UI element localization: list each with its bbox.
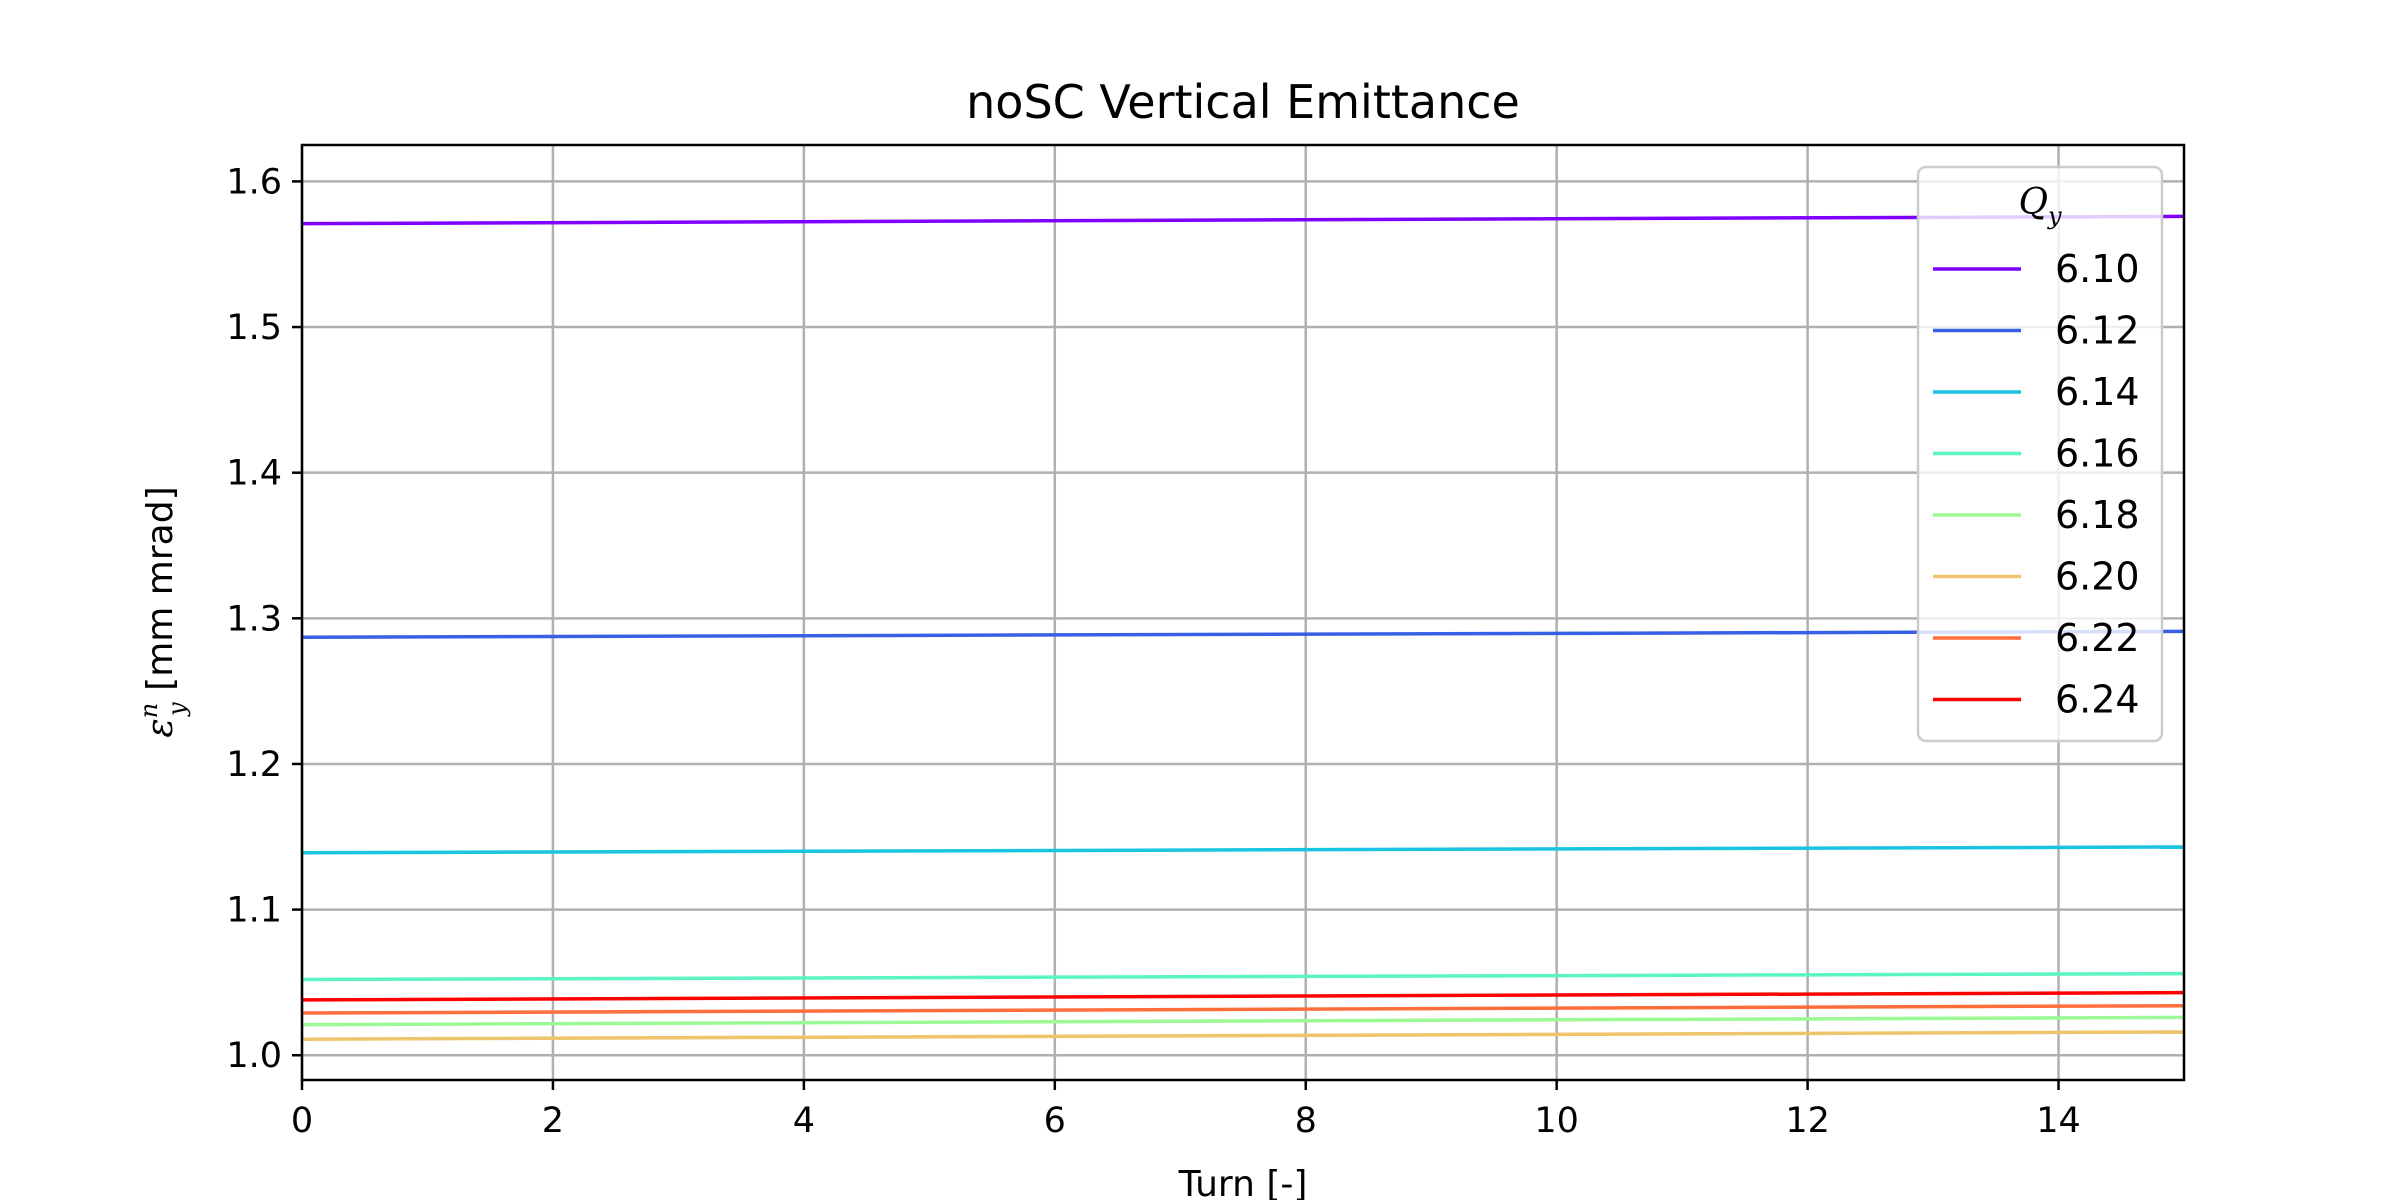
x-tick-label: 10 <box>1534 1101 1579 1141</box>
series-line-6-12 <box>301 629 2185 640</box>
legend-label: 6.18 <box>2055 493 2140 537</box>
y-tick-label: 1.2 <box>226 745 282 785</box>
legend-label: 6.14 <box>2055 370 2140 414</box>
legend-title-subscript: y <box>2047 202 2062 230</box>
legend-title-symbol: Q <box>2018 182 2048 223</box>
series-line-6-20 <box>301 1030 2185 1041</box>
legend-label: 6.12 <box>2055 309 2140 353</box>
legend-label: 6.20 <box>2055 555 2140 599</box>
y-axis-label-superscript: n <box>135 703 163 718</box>
y-axis-label-subscript: y <box>163 702 191 717</box>
y-tick-label: 1.4 <box>226 454 282 494</box>
series-line-6-14 <box>301 845 2185 855</box>
legend-title: Qy <box>2018 182 2062 230</box>
y-axis-label-symbol: ε <box>140 718 181 737</box>
y-tick-label: 1.3 <box>226 599 282 639</box>
plot-lines <box>301 214 2185 1041</box>
legend-label: 6.10 <box>2055 247 2140 291</box>
chart-title: noSC Vertical Emittance <box>966 75 1520 129</box>
x-tick-label: 0 <box>291 1101 313 1141</box>
x-tick-label: 12 <box>1785 1101 1830 1141</box>
legend: Qy 6.10 6.12 6.14 6.16 6.18 6.20 6.22 6.24 <box>1916 165 2164 743</box>
legend-entries: 6.10 6.12 6.14 6.16 6.18 6.20 6.22 6.24 <box>1933 247 2140 722</box>
legend-label: 6.22 <box>2055 616 2140 660</box>
y-tick-label: 1.6 <box>226 162 282 202</box>
y-axis-ticks: 1.0 1.1 1.2 1.3 1.4 1.5 1.6 <box>226 162 302 1076</box>
legend-box <box>1916 165 2164 743</box>
series-line-6-10 <box>301 214 2185 226</box>
plot-frame <box>300 143 2186 1082</box>
y-tick-label: 1.1 <box>226 891 282 931</box>
x-tick-label: 8 <box>1295 1101 1317 1141</box>
y-axis-label: εny [mm mrad] <box>135 486 191 737</box>
x-axis-ticks: 0 2 4 6 8 10 12 14 <box>291 1080 2081 1141</box>
y-tick-label: 1.0 <box>226 1036 282 1076</box>
x-axis-label: Turn [-] <box>1178 1164 1308 1200</box>
x-tick-label: 2 <box>542 1101 564 1141</box>
x-tick-label: 6 <box>1044 1101 1066 1141</box>
y-tick-label: 1.5 <box>226 308 282 348</box>
y-axis-label-unit: [mm mrad] <box>140 486 181 702</box>
x-tick-label: 14 <box>2036 1101 2081 1141</box>
series-line-6-24 <box>301 990 2185 1002</box>
series-line-6-18 <box>301 1015 2185 1027</box>
legend-label: 6.16 <box>2055 432 2140 476</box>
series-line-6-22 <box>301 1003 2185 1015</box>
x-tick-label: 4 <box>793 1101 815 1141</box>
series-line-6-16 <box>301 971 2185 982</box>
legend-label: 6.24 <box>2055 678 2140 722</box>
